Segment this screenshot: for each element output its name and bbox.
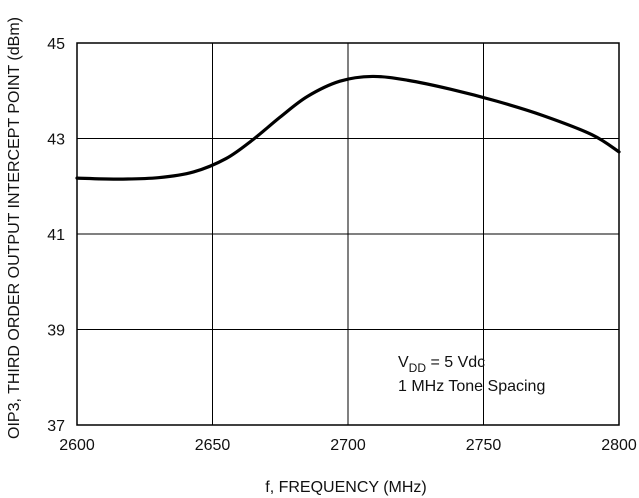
y-tick-label: 39 [47, 323, 65, 340]
x-tick-label: 2700 [330, 437, 366, 454]
x-tick-labels: 2600 2650 2700 2750 2800 [59, 437, 637, 454]
y-tick-labels: 37 39 41 43 45 [47, 36, 65, 435]
x-tick-label: 2600 [59, 437, 95, 454]
x-tick-label: 2650 [195, 437, 231, 454]
y-tick-label: 45 [47, 36, 65, 53]
y-tick-label: 43 [47, 132, 65, 149]
annotation-vdd: VDD = 5 Vdc [398, 354, 485, 375]
y-tick-label: 41 [47, 227, 65, 244]
plot-frame [76, 42, 620, 426]
x-tick-label: 2750 [466, 437, 502, 454]
annotation-vdd-prefix: V [398, 354, 409, 371]
oip3-series-line [75, 74, 621, 181]
annotation-vdd-subscript: DD [409, 361, 427, 375]
y-tick-label: 37 [47, 418, 65, 435]
x-axis-title: f, FREQUENCY (MHz) [265, 479, 426, 496]
annotation-vdd-suffix: = 5 Vdc [426, 354, 485, 371]
y-axis-title: OIP3, THIRD ORDER OUTPUT INTERCEPT POINT… [6, 17, 23, 439]
annotation-tone-spacing: 1 MHz Tone Spacing [398, 378, 545, 395]
x-tick-label: 2800 [601, 437, 637, 454]
grid-lines [77, 43, 619, 425]
